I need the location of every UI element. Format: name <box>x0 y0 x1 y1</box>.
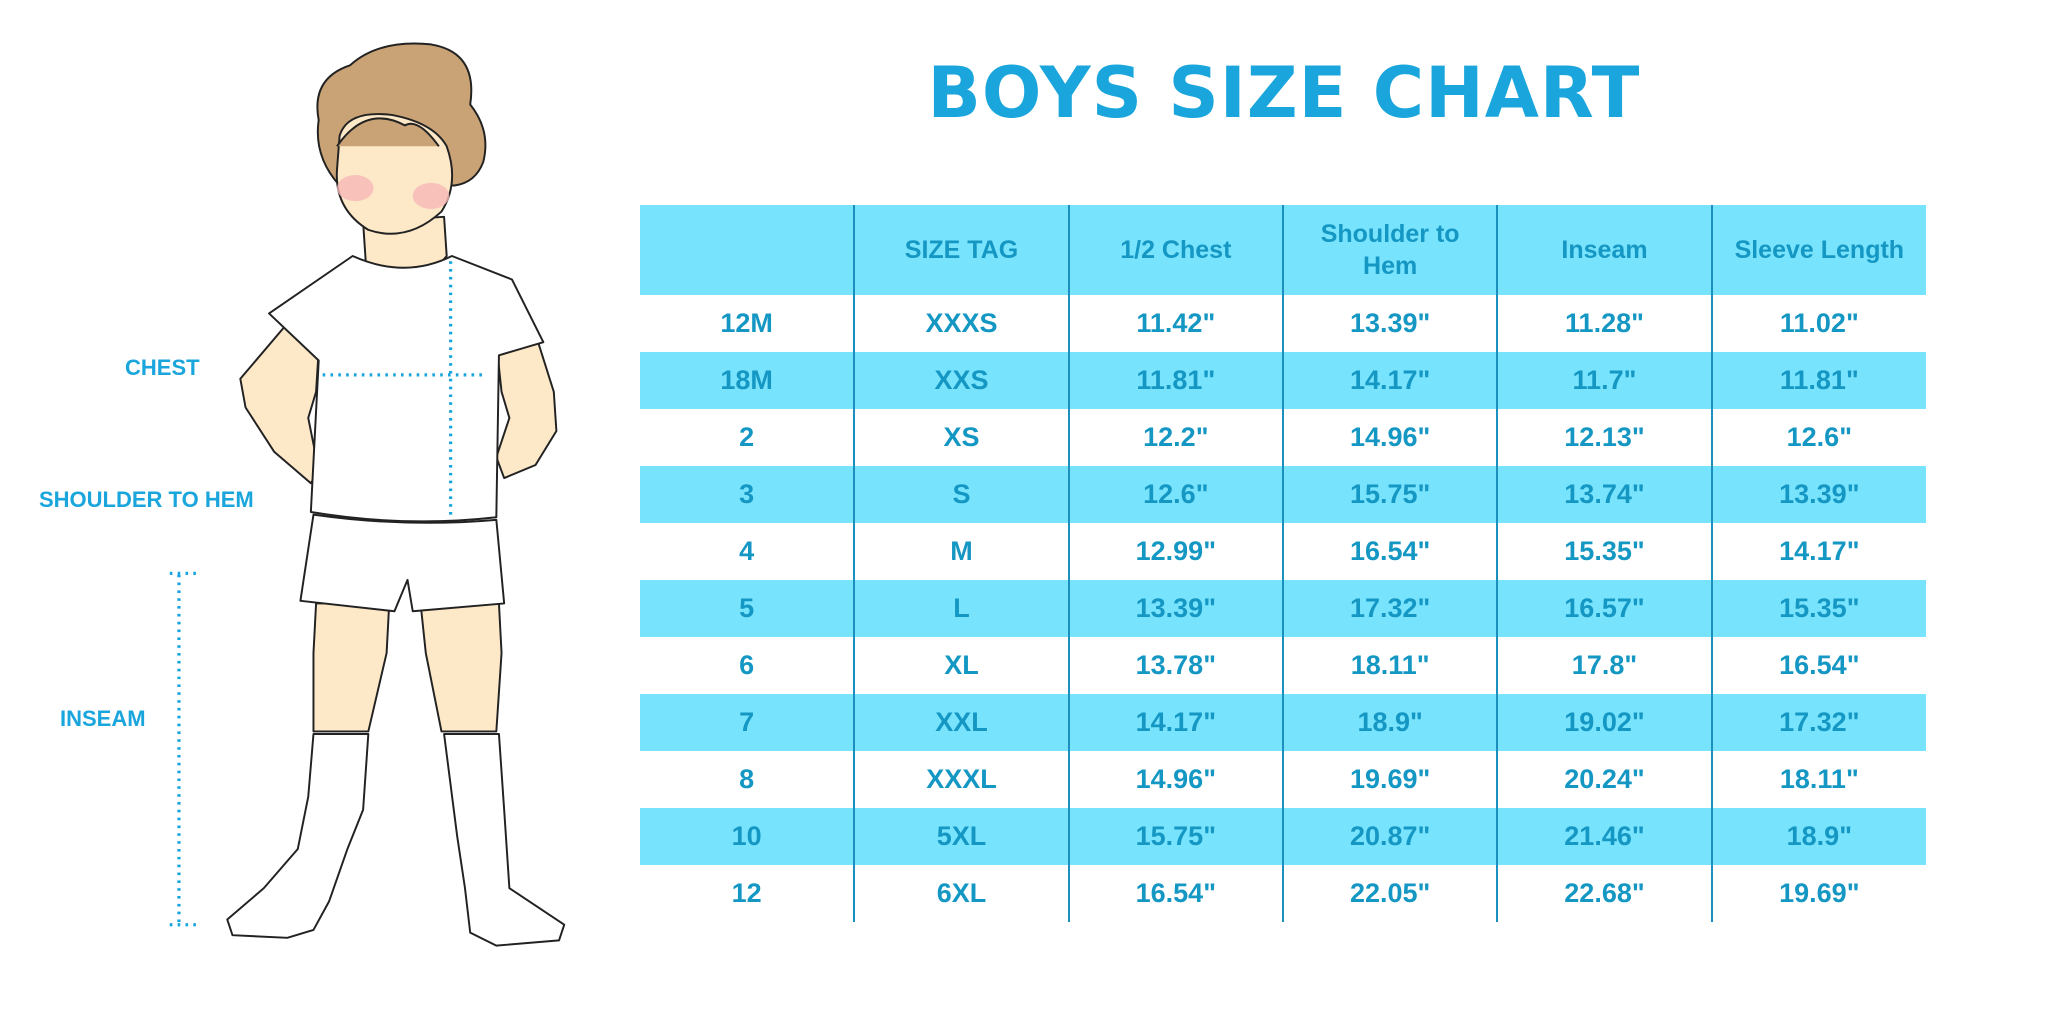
cell-size-tag: XXL <box>853 694 1069 751</box>
cell-age: 3 <box>739 479 755 509</box>
cell-sleeve-length: 18.9" <box>1710 808 1926 865</box>
table-row: 4 M 12.99" 16.54" 15.35" 14.17" <box>640 523 1926 580</box>
table-row: 6 XL 13.78" 18.11" 17.8" 16.54" <box>640 637 1926 694</box>
shorts <box>299 513 506 613</box>
table-row: 3 S 12.6" 15.75" 13.74" 13.39" <box>640 466 1926 523</box>
chest-label: CHEST <box>125 355 200 380</box>
table-row: 12M XXXS 11.42" 13.39" 11.28" 11.02" <box>640 295 1926 352</box>
inseam-label: INSEAM <box>60 706 146 731</box>
header-inseam: Inseam <box>1496 205 1712 295</box>
cell-inseam: 17.8" <box>1496 637 1712 694</box>
cell-inseam: 13.74" <box>1496 466 1712 523</box>
cell-shoulder-to-hem: 14.96" <box>1281 409 1498 466</box>
cell-age: 8 <box>739 764 755 794</box>
table-row: 7 XXL 14.17" 18.9" 19.02" 17.32" <box>640 694 1926 751</box>
cell-half-chest: 16.54" <box>1067 865 1283 922</box>
cell-size-tag: L <box>853 580 1069 637</box>
cell-shoulder-to-hem: 15.75" <box>1281 466 1498 523</box>
cell-half-chest: 11.42" <box>1067 295 1283 352</box>
cell-sleeve-length: 11.02" <box>1710 295 1926 352</box>
size-chart-table: SIZE TAG 1/2 Chest Shoulder to Hem Insea… <box>640 205 1926 922</box>
cell-size-tag: S <box>853 466 1069 523</box>
header-row: SIZE TAG 1/2 Chest Shoulder to Hem Insea… <box>640 205 1926 295</box>
cell-sleeve-length: 19.69" <box>1710 865 1926 922</box>
cell-age: 5 <box>739 593 755 623</box>
cell-sleeve-length: 15.35" <box>1710 580 1926 637</box>
cell-shoulder-to-hem: 18.11" <box>1281 637 1498 694</box>
cell-age: 2 <box>739 422 755 452</box>
cell-sleeve-length: 14.17" <box>1710 523 1926 580</box>
page-title: BOYS SIZE CHART <box>927 52 1641 134</box>
left-sock <box>226 733 370 939</box>
cell-age: 12M <box>720 308 773 338</box>
cell-shoulder-to-hem: 19.69" <box>1281 751 1498 808</box>
cell-shoulder-to-hem: 20.87" <box>1281 808 1498 865</box>
cell-shoulder-to-hem: 22.05" <box>1281 865 1498 922</box>
header-sleeve-length: Sleeve Length <box>1710 205 1926 295</box>
header-age <box>640 205 854 295</box>
table-row: 12 6XL 16.54" 22.05" 22.68" 19.69" <box>640 865 1926 922</box>
cell-age: 18M <box>720 365 773 395</box>
left-leg <box>312 602 391 733</box>
cell-size-tag: XS <box>853 409 1069 466</box>
table-row: 2 XS 12.2" 14.96" 12.13" 12.6" <box>640 409 1926 466</box>
cell-inseam: 16.57" <box>1496 580 1712 637</box>
cell-shoulder-to-hem: 14.17" <box>1281 352 1498 409</box>
cell-size-tag: 6XL <box>853 865 1069 922</box>
cell-inseam: 12.13" <box>1496 409 1712 466</box>
cell-size-tag: XXXL <box>853 751 1069 808</box>
table-row: 18M XXS 11.81" 14.17" 11.7" 11.81" <box>640 352 1926 409</box>
right-sock <box>443 733 566 947</box>
cell-size-tag: 5XL <box>853 808 1069 865</box>
cell-age: 7 <box>739 707 755 737</box>
cell-sleeve-length: 18.11" <box>1710 751 1926 808</box>
cell-size-tag: XXS <box>853 352 1069 409</box>
cell-half-chest: 12.99" <box>1067 523 1283 580</box>
header-shoulder-to-hem: Shoulder to Hem <box>1281 205 1498 295</box>
cell-age: 4 <box>739 536 755 566</box>
cell-shoulder-to-hem: 18.9" <box>1281 694 1498 751</box>
cell-half-chest: 13.78" <box>1067 637 1283 694</box>
cell-sleeve-length: 13.39" <box>1710 466 1926 523</box>
table-row: 8 XXXL 14.96" 19.69" 20.24" 18.11" <box>640 751 1926 808</box>
cell-half-chest: 13.39" <box>1067 580 1283 637</box>
cell-half-chest: 12.2" <box>1067 409 1283 466</box>
cell-half-chest: 15.75" <box>1067 808 1283 865</box>
cell-shoulder-to-hem: 13.39" <box>1281 295 1498 352</box>
header-size-tag: SIZE TAG <box>853 205 1069 295</box>
cell-half-chest: 11.81" <box>1067 352 1283 409</box>
cell-half-chest: 14.17" <box>1067 694 1283 751</box>
table-row: 5 L 13.39" 17.32" 16.57" 15.35" <box>640 580 1926 637</box>
cell-sleeve-length: 17.32" <box>1710 694 1926 751</box>
cell-size-tag: XL <box>853 637 1069 694</box>
right-leg <box>419 602 503 733</box>
cell-size-tag: XXXS <box>853 295 1069 352</box>
shirt <box>268 255 545 523</box>
cell-inseam: 11.7" <box>1496 352 1712 409</box>
cell-age: 10 <box>731 821 762 851</box>
cell-age: 12 <box>731 878 762 908</box>
cell-inseam: 22.68" <box>1496 865 1712 922</box>
cell-sleeve-length: 16.54" <box>1710 637 1926 694</box>
cell-inseam: 15.35" <box>1496 523 1712 580</box>
cell-inseam: 20.24" <box>1496 751 1712 808</box>
cell-inseam: 21.46" <box>1496 808 1712 865</box>
cell-half-chest: 14.96" <box>1067 751 1283 808</box>
header-half-chest: 1/2 Chest <box>1067 205 1283 295</box>
cell-sleeve-length: 12.6" <box>1710 409 1926 466</box>
cell-age: 6 <box>739 650 755 680</box>
right-arm <box>495 341 558 480</box>
cell-inseam: 19.02" <box>1496 694 1712 751</box>
table-row: 10 5XL 15.75" 20.87" 21.46" 18.9" <box>640 808 1926 865</box>
cell-half-chest: 12.6" <box>1067 466 1283 523</box>
cell-sleeve-length: 11.81" <box>1710 352 1926 409</box>
cell-size-tag: M <box>853 523 1069 580</box>
cell-shoulder-to-hem: 16.54" <box>1281 523 1498 580</box>
shoulder-to-hem-label: SHOULDER TO HEM <box>39 487 254 512</box>
cell-shoulder-to-hem: 17.32" <box>1281 580 1498 637</box>
cell-inseam: 11.28" <box>1496 295 1712 352</box>
